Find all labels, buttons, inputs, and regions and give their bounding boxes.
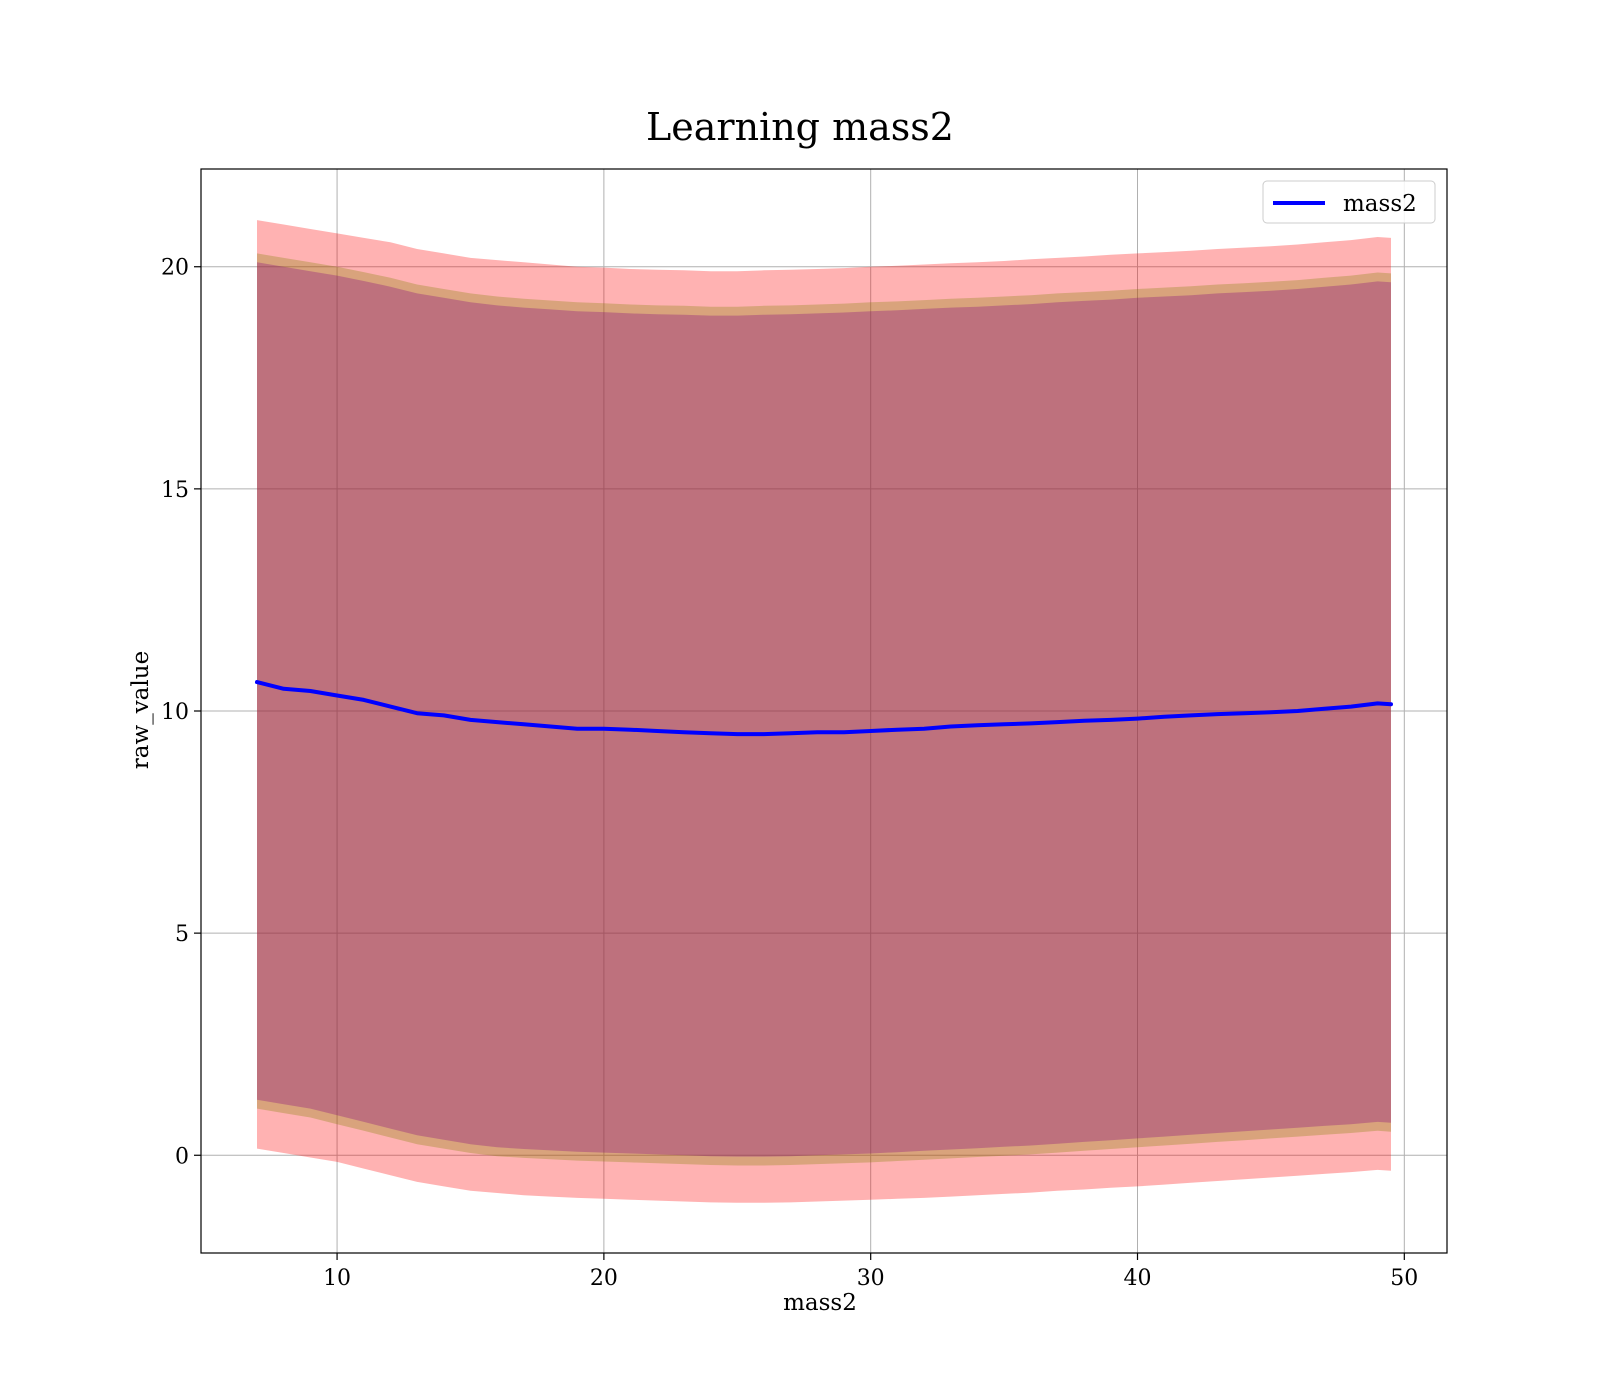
legend-box [1262, 180, 1436, 224]
y-tick-label: 10 [161, 700, 189, 725]
x-tick-label: 30 [857, 1266, 885, 1291]
legend-label: mass2 [1343, 191, 1417, 217]
x-tick-label: 50 [1390, 1266, 1418, 1291]
y-axis-label: raw_value [128, 651, 154, 769]
legend: mass2 [1262, 180, 1436, 224]
y-tick-label: 15 [161, 478, 189, 503]
x-tick-label: 20 [590, 1266, 618, 1291]
x-tick-label: 40 [1124, 1266, 1152, 1291]
x-axis-label: mass2 [783, 1290, 857, 1316]
y-tick-label: 20 [161, 256, 189, 281]
y-tick-label: 5 [175, 922, 189, 947]
plot-area: 10 20 30 40 50 0 5 10 15 20 mass2 [161, 168, 1448, 1291]
grid-lines [201, 169, 1447, 1253]
chart-title: Learning mass2 [646, 105, 954, 149]
y-tick-label: 0 [175, 1144, 189, 1169]
series-line-mass2 [255, 680, 1393, 737]
outer-band [257, 220, 1391, 1203]
core-band [257, 262, 1391, 1157]
inner-band [257, 253, 1391, 1166]
bands [257, 220, 1391, 1203]
x-tick-label: 10 [323, 1266, 351, 1291]
